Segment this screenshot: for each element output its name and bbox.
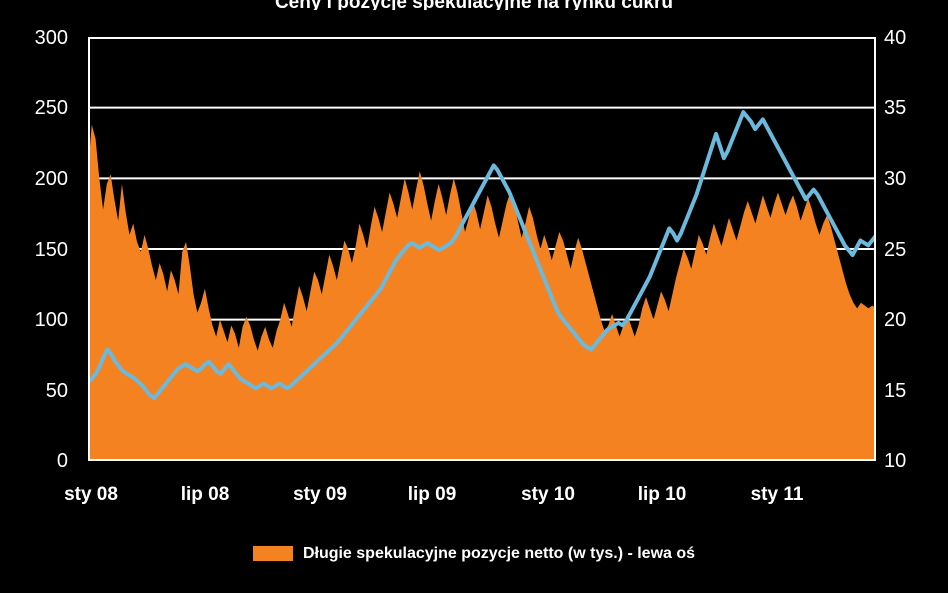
plot-frame	[88, 37, 876, 461]
y-axis-right-tick-20: 20	[884, 309, 907, 331]
chart-title: Ceny i pozycje spekulacyjne na rynku cuk…	[0, 0, 948, 10]
y-axis-right-tick-40: 40	[884, 27, 907, 49]
area-series-long-speculative-positions	[88, 124, 876, 461]
y-axis-left-tick-300: 300	[34, 27, 68, 49]
chart-legend: Długie spekulacyjne pozycje netto (w tys…	[0, 545, 948, 563]
y-axis-right-tick-35: 35	[884, 97, 907, 119]
y-axis-right-tick-10: 10	[884, 450, 907, 472]
x-axis-tick-sty-10: sty 10	[521, 484, 575, 505]
x-axis-tick-sty-08: sty 08	[64, 484, 118, 505]
plot-area	[88, 37, 876, 461]
x-axis-tick-sty-11: sty 11	[750, 484, 804, 505]
y-axis-left-tick-200: 200	[34, 168, 68, 190]
x-axis-tick-lip-08: lip 08	[180, 484, 230, 505]
x-axis-tick-lip-10: lip 10	[637, 484, 687, 505]
y-axis-left-tick-250: 250	[34, 97, 68, 119]
y-axis-right-tick-25: 25	[884, 239, 907, 261]
line-series-sugar-price	[88, 110, 876, 401]
y-axis-right-tick-30: 30	[884, 168, 907, 190]
x-axis-tick-sty-09: sty 09	[293, 484, 347, 505]
y-axis-left-tick-100: 100	[34, 309, 68, 331]
x-axis-tick-lip-09: lip 09	[407, 484, 457, 505]
y-axis-left-tick-150: 150	[34, 239, 68, 261]
y-axis-left-tick-50: 50	[45, 380, 68, 402]
legend-swatch-orange	[252, 545, 293, 561]
y-axis-left-tick-0: 0	[56, 450, 68, 472]
y-axis-right-tick-15: 15	[884, 380, 907, 402]
legend-label-long-speculative-positions: Długie spekulacyjne pozycje netto (w tys…	[302, 545, 696, 562]
chart-svg	[88, 37, 876, 461]
